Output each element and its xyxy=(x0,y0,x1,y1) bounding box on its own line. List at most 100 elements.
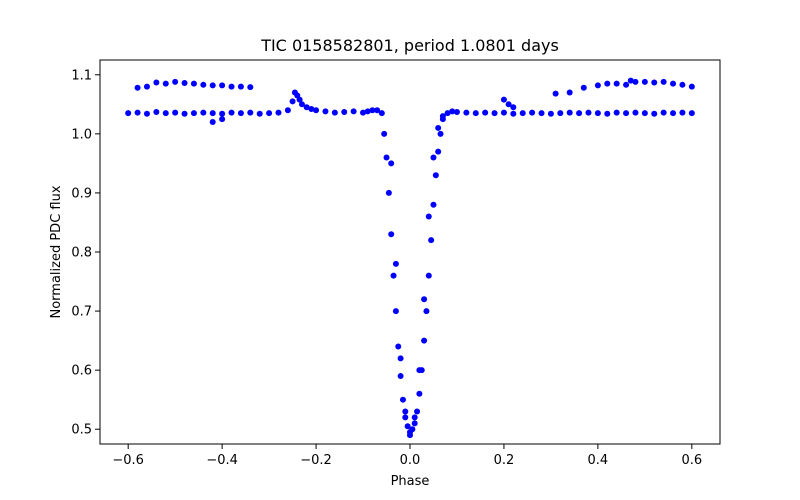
data-point xyxy=(623,110,630,117)
data-point xyxy=(660,78,667,85)
data-point xyxy=(425,272,432,279)
data-point xyxy=(688,83,695,90)
data-point xyxy=(519,110,526,117)
data-point xyxy=(388,160,395,167)
data-point xyxy=(604,110,611,117)
x-tick-label: 0.4 xyxy=(588,453,609,468)
y-tick-label: 0.9 xyxy=(71,186,92,201)
data-point xyxy=(411,420,418,427)
data-point xyxy=(322,108,329,115)
data-point xyxy=(181,110,188,117)
data-point xyxy=(397,355,404,362)
data-point xyxy=(303,104,310,111)
data-point xyxy=(594,110,601,117)
data-point xyxy=(472,110,479,117)
data-point xyxy=(613,109,620,116)
data-point xyxy=(395,343,402,350)
x-axis-label: Phase xyxy=(391,474,430,489)
data-point xyxy=(134,84,141,91)
data-point xyxy=(219,82,226,89)
data-point xyxy=(688,110,695,117)
data-point xyxy=(381,130,388,137)
data-point xyxy=(172,109,179,116)
data-point xyxy=(500,96,507,103)
data-point xyxy=(425,213,432,220)
y-tick-label: 1.1 xyxy=(71,68,92,83)
data-point xyxy=(237,110,244,117)
chart-title: TIC 0158582801, period 1.0801 days xyxy=(260,36,559,55)
data-point xyxy=(172,78,179,85)
data-point xyxy=(463,109,470,116)
data-point xyxy=(449,108,456,115)
data-point xyxy=(430,201,437,208)
data-point xyxy=(374,107,381,114)
data-point xyxy=(566,109,573,116)
data-point xyxy=(444,110,451,117)
data-point xyxy=(604,80,611,87)
data-point xyxy=(390,272,397,279)
data-point xyxy=(209,119,216,126)
data-point xyxy=(510,104,517,111)
data-point xyxy=(435,148,442,155)
data-point xyxy=(411,414,418,421)
data-point xyxy=(580,84,587,91)
data-point xyxy=(627,77,634,84)
data-point xyxy=(399,396,406,403)
data-point xyxy=(219,110,226,117)
x-tick-label: 0.2 xyxy=(494,453,515,468)
data-point xyxy=(594,82,601,89)
data-point xyxy=(670,110,677,117)
data-point xyxy=(453,108,460,115)
data-point xyxy=(566,89,573,96)
x-tick-label: 0.0 xyxy=(400,453,421,468)
data-point xyxy=(360,109,367,116)
data-point xyxy=(209,110,216,117)
y-axis-label: Normalized PDC flux xyxy=(49,185,64,318)
data-point xyxy=(651,110,658,117)
data-point xyxy=(407,432,413,439)
data-point xyxy=(409,426,416,433)
data-point xyxy=(397,373,404,380)
data-point xyxy=(416,367,423,374)
data-point xyxy=(529,109,536,116)
data-point xyxy=(576,110,583,117)
data-point xyxy=(613,80,620,87)
data-point xyxy=(153,108,160,115)
data-point xyxy=(437,130,444,137)
x-tick-label: −0.4 xyxy=(206,453,238,468)
y-tick-label: 0.5 xyxy=(71,423,92,438)
data-point xyxy=(435,124,442,131)
y-tick-label: 0.6 xyxy=(71,364,92,379)
data-point xyxy=(641,78,648,85)
data-point xyxy=(651,79,658,86)
data-point xyxy=(679,81,686,88)
data-point xyxy=(181,80,188,87)
x-axis-ticks: −0.6 −0.4 −0.2 0.0 0.2 0.4 0.6 xyxy=(112,444,702,468)
data-point xyxy=(585,109,592,116)
data-point xyxy=(423,308,430,315)
x-tick-label: 0.6 xyxy=(681,453,702,468)
data-point xyxy=(341,108,348,115)
data-point xyxy=(623,81,630,88)
data-point xyxy=(364,108,371,115)
data-point xyxy=(247,84,254,91)
data-point xyxy=(162,80,169,87)
data-point xyxy=(143,110,150,117)
data-point xyxy=(538,110,545,117)
data-point xyxy=(557,110,564,117)
data-point xyxy=(679,109,686,116)
data-point xyxy=(632,78,639,85)
data-point xyxy=(416,390,423,397)
data-point xyxy=(385,189,392,196)
data-point xyxy=(200,81,207,88)
x-tick-label: −0.6 xyxy=(112,453,144,468)
data-point xyxy=(266,110,273,117)
data-point xyxy=(430,154,437,161)
data-point xyxy=(402,414,409,421)
data-point xyxy=(510,110,517,117)
data-point xyxy=(505,101,512,108)
data-point xyxy=(313,107,320,114)
data-point xyxy=(228,83,235,90)
data-point xyxy=(491,110,498,117)
